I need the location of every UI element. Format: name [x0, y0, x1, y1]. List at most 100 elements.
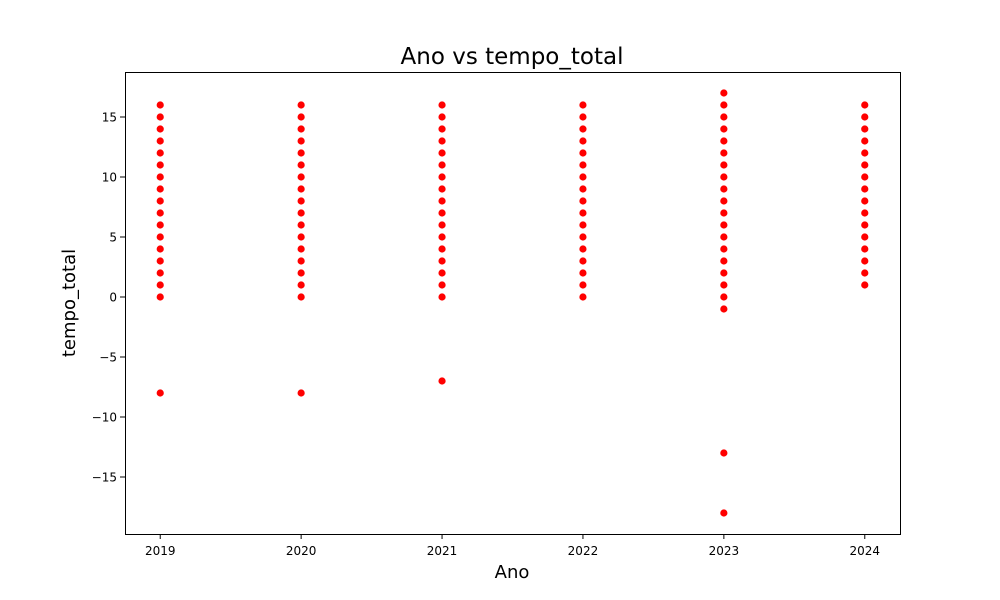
data-point	[579, 257, 587, 265]
data-point	[156, 257, 164, 265]
data-point	[720, 149, 728, 157]
data-point	[720, 89, 728, 97]
data-point	[861, 257, 869, 265]
data-point	[579, 221, 587, 229]
data-point	[720, 161, 728, 169]
data-point	[297, 233, 305, 241]
x-axis-ticks: 2019 2020 2021 2022 2023 2024	[145, 534, 880, 558]
data-point	[861, 185, 869, 193]
data-point	[297, 173, 305, 181]
data-point	[720, 209, 728, 217]
data-point	[579, 281, 587, 289]
data-point	[579, 173, 587, 181]
data-point	[861, 101, 869, 109]
data-point	[579, 293, 587, 301]
data-point	[156, 137, 164, 145]
y-tick-label: 0	[109, 291, 117, 305]
data-point	[297, 137, 305, 145]
data-point	[438, 173, 446, 181]
data-point	[297, 125, 305, 133]
data-point	[156, 197, 164, 205]
data-point	[156, 269, 164, 277]
data-point	[579, 137, 587, 145]
data-point	[156, 293, 164, 301]
data-point	[720, 293, 728, 301]
data-point	[720, 269, 728, 277]
data-point	[579, 113, 587, 121]
data-point	[156, 185, 164, 193]
data-point	[579, 101, 587, 109]
y-tick-label: −10	[92, 411, 117, 425]
data-point	[156, 161, 164, 169]
data-point	[297, 185, 305, 193]
data-point	[438, 245, 446, 253]
x-axis-label: Ano	[495, 562, 530, 583]
data-point	[438, 149, 446, 157]
data-point	[861, 161, 869, 169]
x-tick-label: 2024	[849, 544, 880, 558]
data-point	[720, 101, 728, 109]
data-point	[156, 233, 164, 241]
data-point	[297, 221, 305, 229]
data-point	[861, 149, 869, 157]
data-point	[297, 269, 305, 277]
data-point	[438, 101, 446, 109]
data-point	[720, 185, 728, 193]
data-point	[438, 197, 446, 205]
x-tick-label: 2019	[145, 544, 176, 558]
data-point	[438, 209, 446, 217]
data-point	[720, 245, 728, 253]
y-tick-label: 15	[102, 111, 117, 125]
plot-frame	[125, 72, 901, 535]
data-point	[438, 221, 446, 229]
data-point	[438, 281, 446, 289]
data-point	[861, 233, 869, 241]
data-point	[156, 125, 164, 133]
data-point	[720, 125, 728, 133]
data-point	[720, 113, 728, 121]
x-tick-label: 2021	[427, 544, 458, 558]
data-point	[720, 197, 728, 205]
data-point	[579, 125, 587, 133]
data-point	[861, 209, 869, 217]
data-point	[297, 113, 305, 121]
data-point	[297, 293, 305, 301]
data-point	[720, 233, 728, 241]
data-point	[438, 161, 446, 169]
data-point	[861, 269, 869, 277]
chart-title: Ano vs tempo_total	[401, 44, 624, 70]
data-point	[297, 197, 305, 205]
data-point	[438, 377, 446, 385]
data-point	[861, 137, 869, 145]
x-tick-label: 2020	[286, 544, 317, 558]
data-point	[720, 509, 728, 517]
data-point	[720, 221, 728, 229]
data-point	[720, 305, 728, 313]
data-point	[720, 257, 728, 265]
data-point	[579, 149, 587, 157]
data-point	[297, 245, 305, 253]
data-point	[579, 209, 587, 217]
data-point	[297, 101, 305, 109]
data-point	[156, 221, 164, 229]
data-point	[861, 197, 869, 205]
data-point	[861, 221, 869, 229]
data-point	[720, 449, 728, 457]
data-point	[156, 173, 164, 181]
data-point	[579, 233, 587, 241]
data-point	[156, 281, 164, 289]
y-tick-label: −5	[99, 351, 117, 365]
data-point	[297, 389, 305, 397]
data-point	[579, 185, 587, 193]
y-tick-label: −15	[92, 471, 117, 485]
data-point	[861, 113, 869, 121]
data-point	[720, 173, 728, 181]
data-point	[861, 173, 869, 181]
data-point	[156, 245, 164, 253]
data-point	[438, 125, 446, 133]
data-point	[579, 197, 587, 205]
data-point	[579, 269, 587, 277]
data-point	[720, 281, 728, 289]
